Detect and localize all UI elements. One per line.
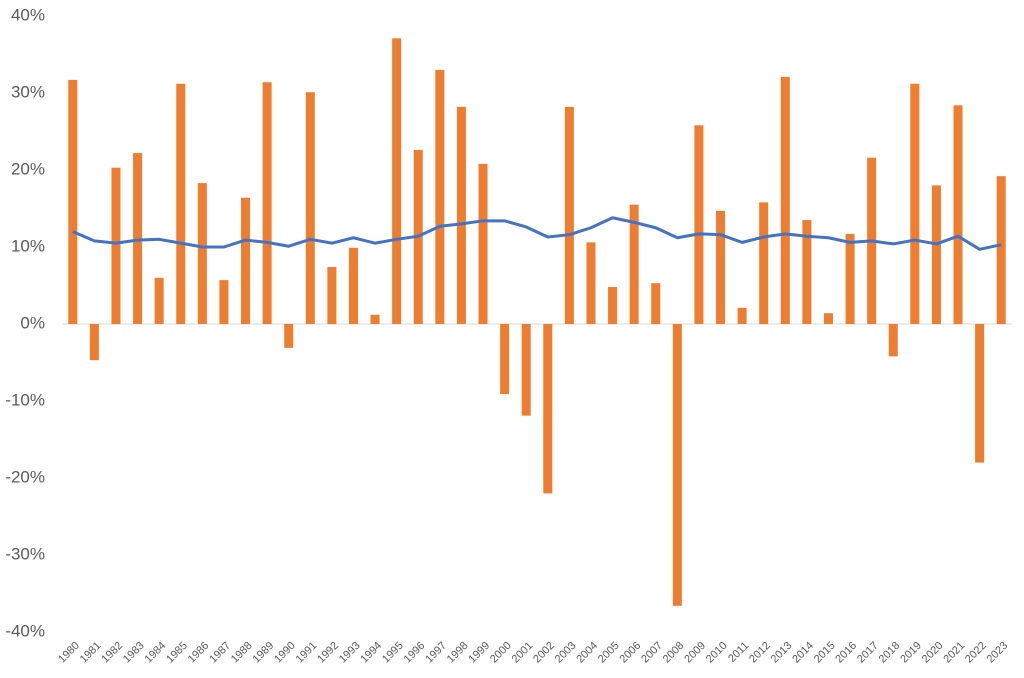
bar [910, 83, 920, 324]
x-tick-label: 1995 [380, 640, 406, 666]
bar [759, 202, 769, 324]
x-tick-label: 1982 [99, 640, 125, 666]
y-tick-label: 40% [11, 5, 45, 24]
x-tick-label: 2020 [920, 640, 946, 666]
bar [219, 280, 229, 324]
x-tick-label: 2012 [747, 640, 773, 666]
x-tick-label: 2010 [704, 640, 730, 666]
x-tick-label: 2009 [682, 640, 708, 666]
bar [521, 324, 531, 416]
x-tick-label: 2004 [574, 640, 600, 666]
x-tick-label: 2021 [941, 640, 967, 666]
y-tick-label: 30% [11, 82, 45, 101]
x-tick-label: 2003 [553, 640, 579, 666]
bar [672, 324, 682, 606]
bar [500, 324, 510, 395]
x-tick-label: 2015 [812, 640, 838, 666]
bar [262, 82, 272, 324]
y-tick-label: 20% [11, 159, 45, 178]
y-tick-label: -10% [5, 390, 45, 409]
bar [456, 106, 466, 324]
x-tick-label: 1997 [423, 640, 449, 666]
x-tick-label: 2017 [855, 640, 881, 666]
bar [586, 242, 596, 324]
y-tick-label: -20% [5, 467, 45, 486]
x-tick-label: 1990 [272, 640, 298, 666]
bar [284, 324, 294, 348]
bar [348, 247, 358, 324]
bar [737, 307, 747, 324]
x-tick-label: 1981 [78, 640, 104, 666]
x-tick-label: 1999 [466, 640, 492, 666]
bar [241, 197, 251, 324]
bar [608, 287, 618, 324]
bar [931, 185, 941, 324]
x-tick-label: 1988 [229, 640, 255, 666]
x-tick-label: 2016 [833, 640, 859, 666]
bar [543, 324, 553, 494]
bar [111, 167, 121, 324]
bar [89, 324, 99, 361]
bar [176, 83, 186, 324]
bar [888, 324, 898, 357]
x-tick-label: 2006 [618, 640, 644, 666]
bar [823, 313, 833, 324]
x-tick-label: 1994 [358, 640, 384, 666]
x-tick-label: 2007 [639, 640, 665, 666]
bar [392, 38, 402, 324]
bar [564, 106, 574, 324]
bar [370, 314, 380, 324]
y-tick-label: 10% [11, 236, 45, 255]
bar [68, 79, 78, 324]
x-tick-label: 1991 [294, 640, 320, 666]
x-tick-label: 2023 [985, 640, 1011, 666]
bar [975, 324, 985, 463]
bar [780, 76, 790, 324]
x-tick-label: 2005 [596, 640, 622, 666]
x-tick-label: 1998 [445, 640, 471, 666]
x-tick-label: 2022 [963, 640, 989, 666]
x-tick-label: 2013 [769, 640, 795, 666]
x-tick-label: 1983 [121, 640, 147, 666]
x-tick-label: 2000 [488, 640, 514, 666]
x-tick-label: 1986 [186, 640, 212, 666]
bar [651, 283, 661, 324]
bar [629, 204, 639, 324]
bar [327, 267, 337, 324]
bar [845, 233, 855, 324]
bar [716, 210, 726, 324]
x-tick-label: 1993 [337, 640, 363, 666]
x-tick-label: 1980 [56, 640, 82, 666]
bar [953, 105, 963, 324]
x-tick-label: 1985 [164, 640, 190, 666]
x-tick-label: 2008 [661, 640, 687, 666]
x-tick-label: 1996 [402, 640, 428, 666]
x-tick-label: 2019 [898, 640, 924, 666]
bar [154, 277, 164, 324]
x-tick-label: 2014 [790, 640, 816, 666]
x-tick-label: 1989 [250, 640, 276, 666]
x-tick-label: 1987 [207, 640, 233, 666]
bar [802, 220, 812, 324]
bar [478, 163, 488, 324]
y-tick-label: -40% [5, 621, 45, 640]
x-tick-label: 2011 [726, 640, 751, 665]
bar [996, 176, 1006, 324]
x-tick-label: 2018 [877, 640, 903, 666]
line [72, 216, 1002, 251]
x-tick-label: 1992 [315, 640, 341, 666]
x-tick-label: 2001 [510, 640, 536, 666]
bar [694, 125, 704, 324]
bar [133, 153, 143, 324]
bar [305, 92, 315, 324]
y-tick-label: -30% [5, 544, 45, 563]
bar [197, 183, 207, 324]
y-tick-label: 0% [20, 313, 45, 332]
x-tick-label: 2002 [531, 640, 557, 666]
bar [435, 69, 445, 325]
x-tick-label: 1984 [143, 640, 169, 666]
